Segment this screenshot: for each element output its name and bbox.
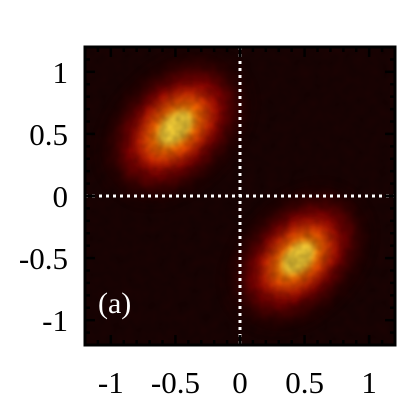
x-tick-label: -1	[98, 365, 124, 400]
x-tick-label: -0.5	[151, 365, 200, 400]
y-tick-label: 0	[53, 179, 69, 214]
x-tick-labels: -1 -0.5 0 0.5 1	[98, 365, 377, 400]
tick-marks	[85, 47, 395, 345]
x-tick-label: 0.5	[285, 365, 324, 400]
x-tick-label: 0	[232, 365, 248, 400]
y-tick-label: -0.5	[19, 241, 68, 276]
y-tick-label: -1	[42, 303, 68, 338]
y-tick-label: 1	[53, 55, 69, 90]
y-tick-label: 0.5	[29, 117, 68, 152]
y-tick-labels: 1 0.5 0 -0.5 -1	[19, 55, 68, 338]
plot-area	[85, 47, 395, 345]
x-tick-label: 1	[361, 365, 377, 400]
panel-label: (a)	[98, 287, 131, 320]
